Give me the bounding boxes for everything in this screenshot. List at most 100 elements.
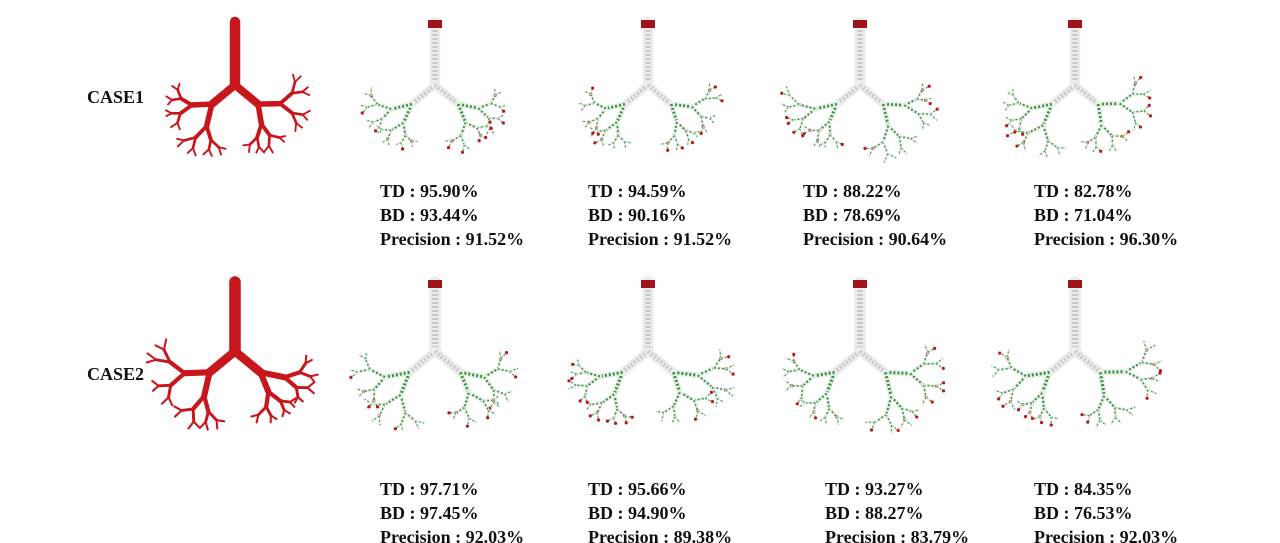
airway-branch-detected <box>509 367 519 372</box>
airway-branch-detected <box>900 147 907 155</box>
airway-branch-detected <box>672 406 676 417</box>
airway-branch <box>201 369 213 399</box>
airway-branch-detected <box>1008 102 1019 106</box>
airway-branch-detected <box>1081 414 1090 417</box>
metric: BD : 94.90% <box>588 503 687 523</box>
airway-branch-detected <box>497 114 504 120</box>
airway-branch <box>162 338 168 351</box>
airway-branch <box>922 350 930 366</box>
airway-branch-detected <box>376 129 383 134</box>
airway-branch <box>710 385 728 392</box>
airway-branch <box>203 101 215 129</box>
airway-branch-detected <box>477 107 490 119</box>
airway-branch-detected <box>1100 370 1126 374</box>
airway-branch-detected <box>1131 111 1137 123</box>
airway-branch-detected <box>500 352 507 359</box>
case-label: CASE2 <box>87 364 144 384</box>
airway-branch-detected <box>1119 93 1133 105</box>
airway-branch <box>187 420 195 430</box>
airway-branch-detected <box>585 371 601 378</box>
false-positive <box>935 107 939 111</box>
false-positive <box>477 139 481 143</box>
airway-branch <box>293 396 300 404</box>
airway-branch-detected <box>785 86 791 96</box>
false-positive <box>720 99 724 103</box>
airway-branch <box>1097 369 1108 399</box>
airway-branch <box>290 90 304 95</box>
airway-branch-detected <box>1018 118 1023 129</box>
airway-branch-detected <box>582 120 590 123</box>
airway-branch-detected <box>816 130 820 141</box>
airway-branch <box>186 147 194 154</box>
airway-branch-detected <box>493 389 505 395</box>
metric: Precision : 91.52% <box>380 229 524 249</box>
false-positive <box>896 428 900 432</box>
airway-branch-detected <box>1073 83 1100 106</box>
false-positive <box>1158 371 1162 375</box>
airway-branch-detected <box>490 94 496 104</box>
airway-branch-detected <box>1012 95 1020 104</box>
airway-branch-detected <box>1097 395 1106 411</box>
airway-branch-detected <box>463 407 470 419</box>
false-positive <box>504 351 509 355</box>
airway-branch-detected <box>820 141 826 146</box>
false-positive <box>486 416 490 420</box>
airway-branch <box>997 366 1013 372</box>
false-positive <box>349 375 353 380</box>
airway-branch <box>191 136 197 150</box>
airway-branch-detected <box>883 153 889 163</box>
airway-branch-detected <box>887 125 900 138</box>
metric: TD : 88.22% <box>803 181 902 201</box>
case-label: CASE1 <box>87 87 144 107</box>
airway-branch-detected <box>828 408 838 418</box>
false-positive <box>1013 130 1017 134</box>
airway-branch-detected <box>697 410 706 417</box>
airway-branch <box>301 109 311 116</box>
airway-branch <box>1039 369 1053 396</box>
airway-branch-detected <box>358 354 366 360</box>
metric: Precision : 92.03% <box>380 527 524 543</box>
airway-branch-detected <box>858 349 887 375</box>
airway-branch <box>248 135 259 146</box>
airway-branch <box>380 107 394 121</box>
airway-branch-detected <box>390 102 413 111</box>
airway-branch-detected <box>999 352 1008 358</box>
airway-branch-detected <box>788 369 800 373</box>
airway-branch <box>603 120 619 133</box>
airway-branch-detected <box>400 135 407 144</box>
metric: Precision : 83.79% <box>825 527 969 543</box>
airway-branch <box>710 385 719 400</box>
airway-branch <box>173 405 183 412</box>
airway-branch-detected <box>909 372 925 387</box>
airway-branch-detected <box>1043 407 1052 418</box>
airway-branch <box>1095 100 1123 107</box>
airway-branch <box>278 91 294 106</box>
airway-branch <box>181 369 213 377</box>
airway-branch-detected <box>813 402 817 413</box>
airway-branch <box>301 113 309 121</box>
airway-branch <box>215 419 219 430</box>
airway-branch <box>199 420 207 429</box>
metric: BD : 88.27% <box>825 503 924 523</box>
airway-branch-detected <box>576 384 588 387</box>
false-positive <box>570 376 574 381</box>
airway-branch-detected <box>898 136 902 148</box>
airway-branch <box>1139 377 1149 392</box>
airway-branch <box>204 409 210 424</box>
airway-branch-detected <box>796 396 803 405</box>
airway-branch <box>672 120 679 138</box>
airway-branch-detected <box>1004 104 1010 111</box>
airway-branch-detected <box>991 365 1000 371</box>
airway-branch <box>230 346 265 377</box>
false-positive <box>941 381 946 385</box>
airway-branch-detected <box>998 392 1004 400</box>
airway-branch-detected <box>663 405 674 414</box>
false-positive <box>1023 415 1028 419</box>
airway-branch <box>592 101 608 111</box>
metric: Precision : 91.52% <box>588 229 732 249</box>
airway-branch <box>207 148 213 157</box>
airway-branch-detected <box>361 106 368 114</box>
airway-branch-detected <box>1125 370 1142 381</box>
airway-branch-detected <box>923 122 930 126</box>
airway-branch-detected <box>922 85 930 91</box>
